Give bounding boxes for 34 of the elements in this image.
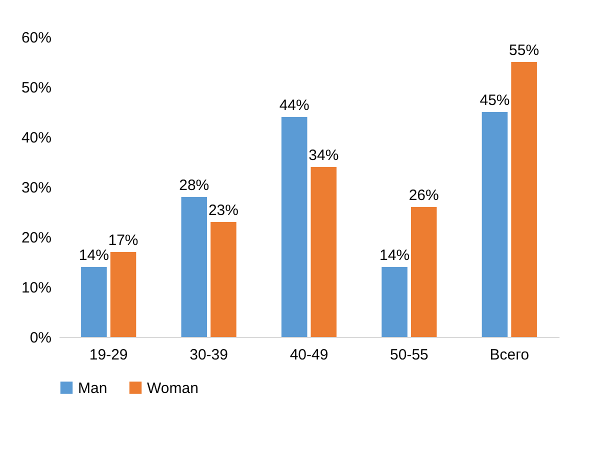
y-tick-label: 10% [21, 280, 52, 296]
bar [310, 167, 337, 337]
bar [382, 267, 408, 337]
legend-label: Woman [147, 380, 198, 397]
bar [181, 197, 208, 337]
data-label: 26% [408, 187, 439, 204]
bar [410, 207, 437, 337]
y-tick-label: 50% [21, 80, 52, 96]
data-label: 45% [480, 92, 510, 109]
data-label: 14% [78, 247, 109, 264]
data-label: 55% [509, 42, 540, 59]
y-tick-label: 60% [21, 30, 52, 46]
x-tick-label: 30-39 [190, 346, 228, 364]
bar [210, 222, 236, 337]
y-tick-label: 0% [30, 330, 52, 346]
bar [110, 252, 136, 337]
y-tick-label: 40% [21, 130, 52, 146]
data-label: 28% [179, 177, 210, 194]
data-label: 23% [208, 202, 238, 219]
bar [281, 117, 308, 337]
legend-label: Man [78, 380, 108, 397]
bar [81, 267, 107, 337]
data-label: 17% [108, 232, 138, 249]
data-label: 34% [308, 147, 339, 164]
x-tick-label: 40-49 [290, 346, 328, 364]
data-label: 44% [279, 97, 310, 114]
y-tick-label: 30% [21, 180, 52, 196]
y-tick-label: 20% [21, 230, 52, 246]
bar [511, 62, 537, 337]
x-tick-label: Всего [490, 346, 530, 364]
data-label: 14% [380, 247, 410, 264]
x-tick-label: 50-55 [390, 346, 428, 364]
x-tick-label: 19-29 [89, 346, 128, 364]
bar [482, 112, 508, 337]
